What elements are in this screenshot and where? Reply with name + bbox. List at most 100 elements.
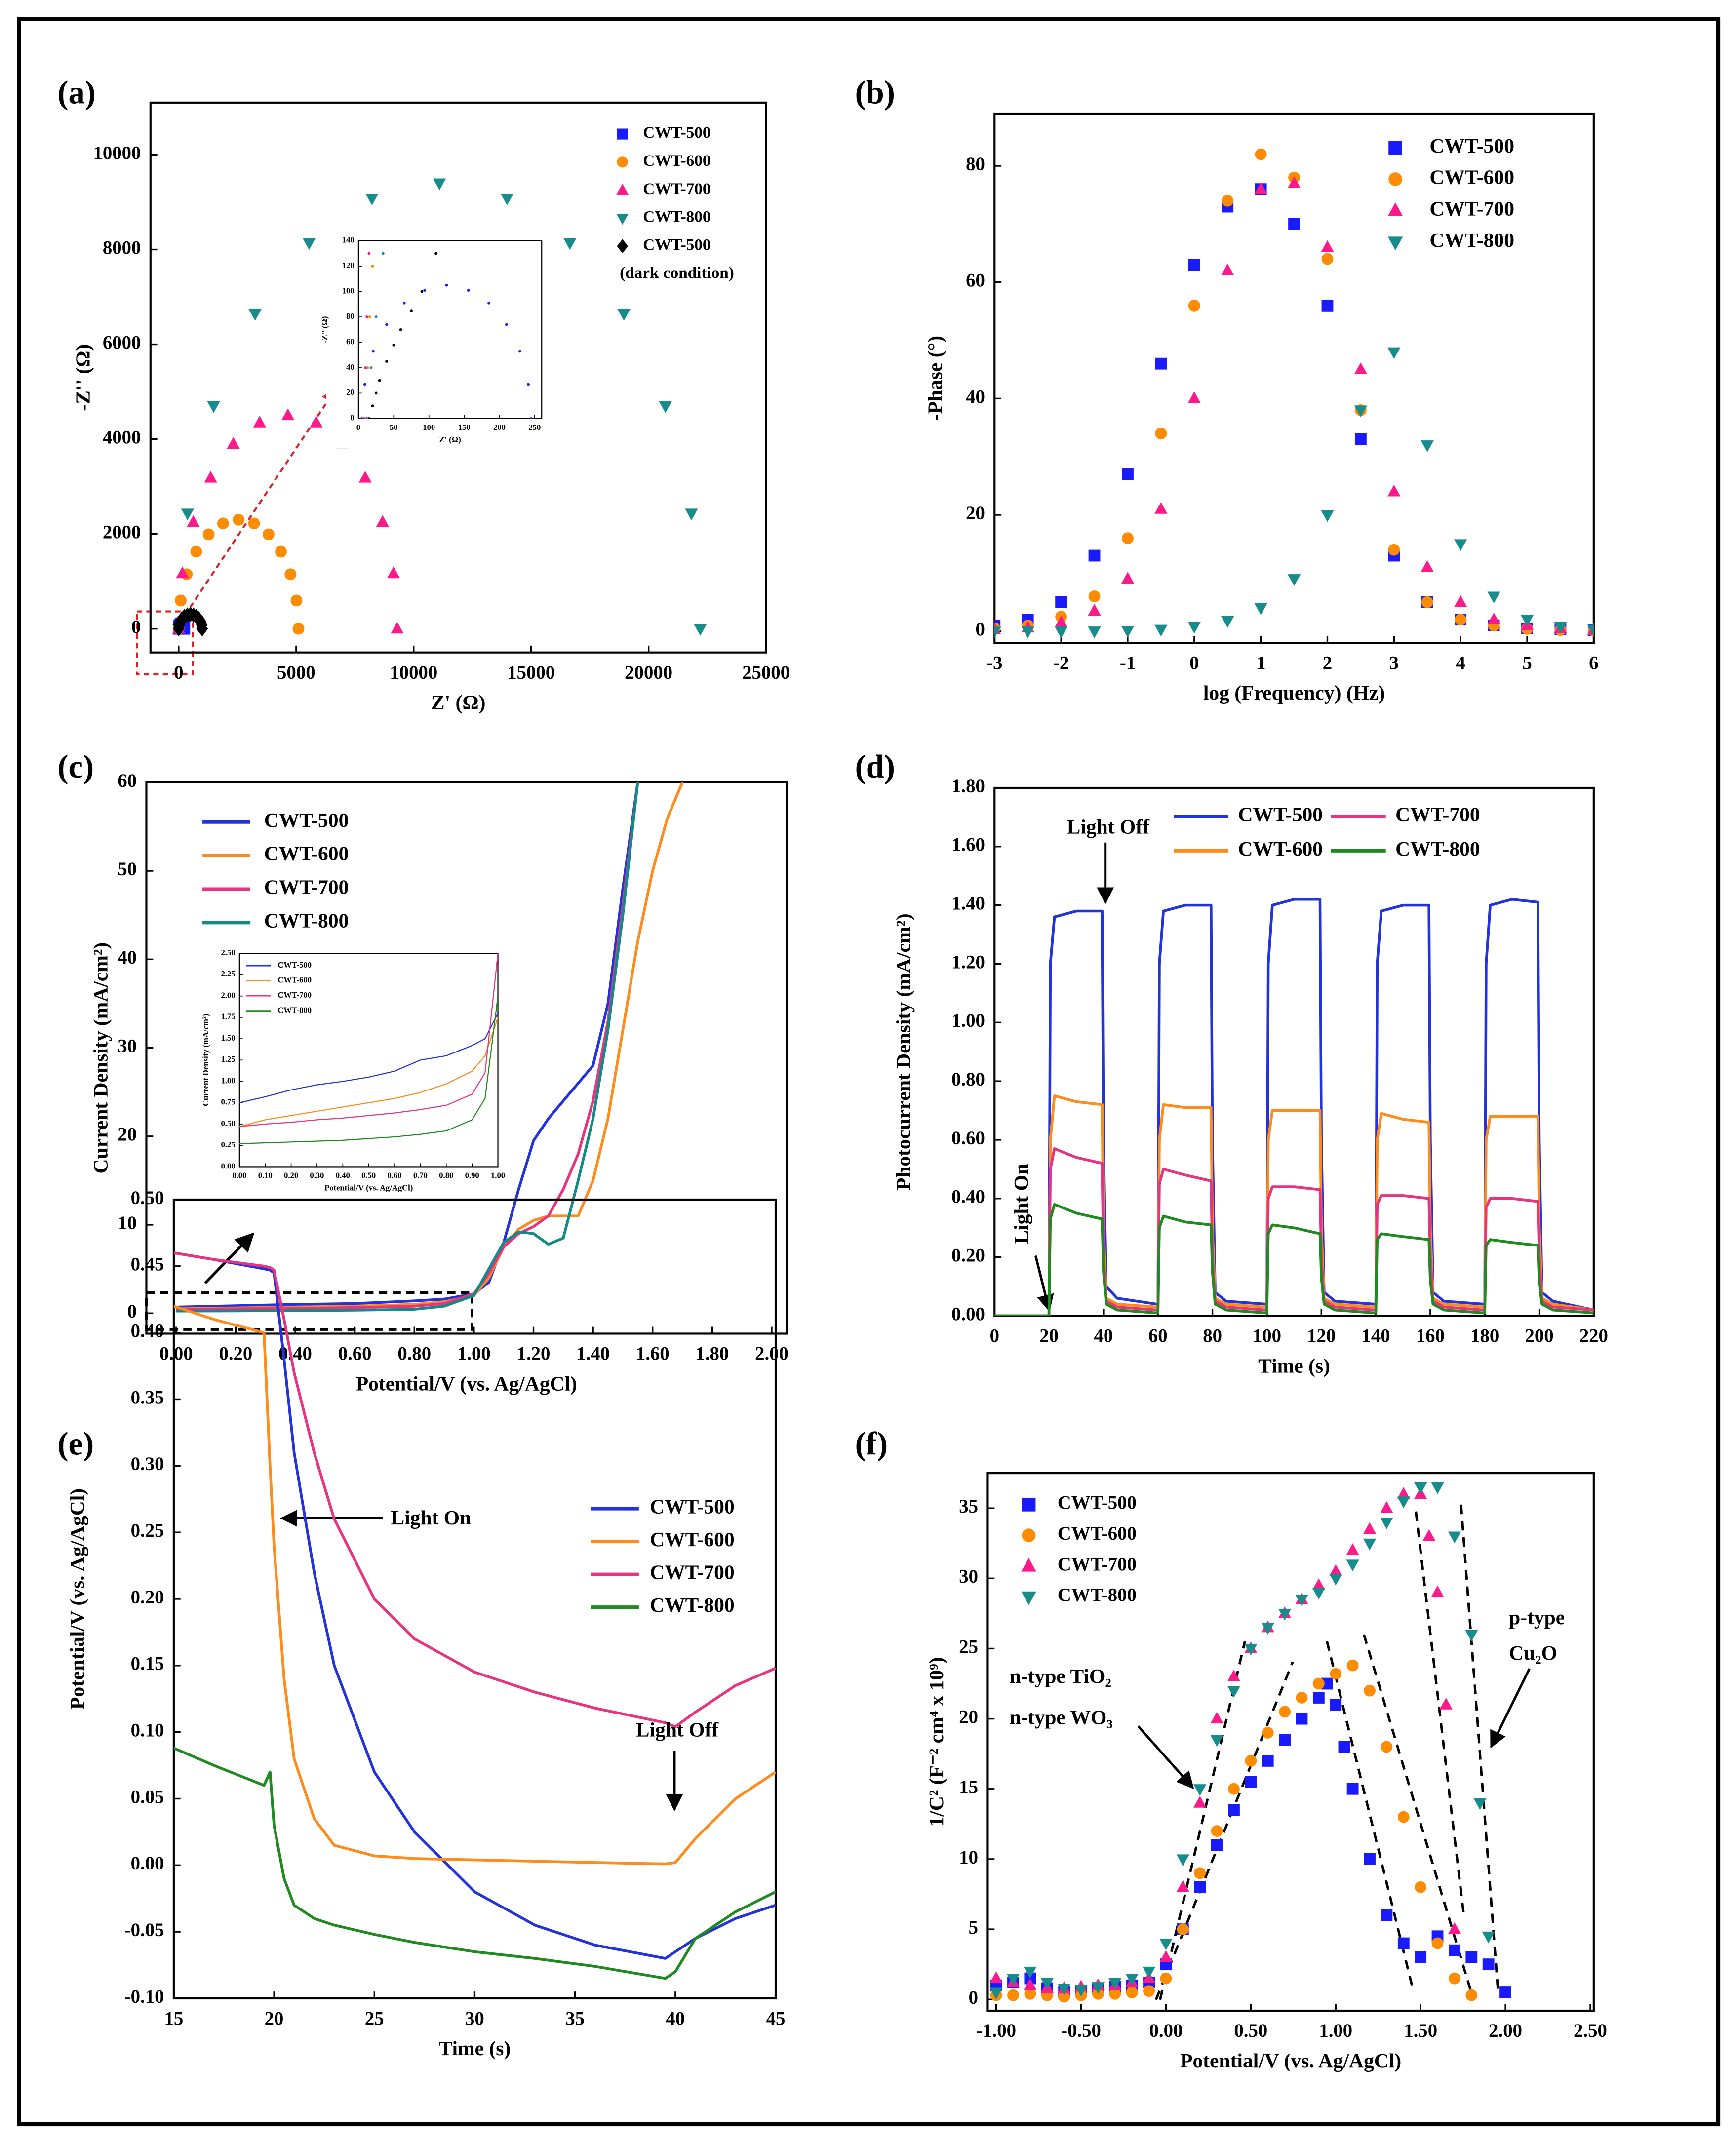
y-tick-label: -0.10 (124, 1986, 164, 2007)
data-point (1296, 1692, 1308, 1704)
y-tick-label: 0.05 (131, 1786, 164, 1807)
x-tick-label: 160 (1416, 1325, 1445, 1347)
data-point (233, 513, 245, 526)
data-point (1321, 510, 1334, 522)
legend-label: CWT-700 (650, 1561, 735, 1584)
data-point (1245, 1754, 1257, 1767)
data-line (173, 1305, 776, 1866)
x-tick-label: 0.40 (336, 1171, 350, 1180)
fit-line (1159, 1641, 1246, 2000)
data-point (1499, 1986, 1511, 1998)
y-tick-label: 5 (969, 1917, 978, 1938)
y-tick-label: 2000 (103, 522, 141, 543)
data-point (202, 528, 215, 541)
data-point (1482, 1958, 1495, 1971)
fit-line (1326, 1641, 1415, 1990)
x-tick-label: 5 (1522, 653, 1532, 674)
y-axis-label: -Phase (°) (923, 336, 947, 421)
data-point (1397, 1937, 1410, 1949)
plot-area (239, 953, 498, 1144)
data-point (563, 238, 577, 250)
x-tick-label: 2.50 (1574, 2020, 1607, 2041)
legend-label: CWT-800 (650, 1594, 735, 1616)
x-tick-label: 20 (1039, 1325, 1059, 1347)
data-point (1465, 1630, 1478, 1642)
legend-marker (616, 183, 629, 195)
data-point (399, 328, 402, 331)
data-point (1354, 362, 1368, 375)
data-point (1312, 1578, 1325, 1591)
data-point (1154, 624, 1168, 637)
y-tick-label: 10000 (93, 142, 141, 163)
data-point (1187, 391, 1201, 403)
data-line (994, 1203, 1594, 1316)
data-point (1244, 1643, 1258, 1656)
data-point (387, 566, 400, 579)
y-tick-label: 0.20 (131, 1587, 164, 1608)
data-point (1422, 1529, 1436, 1541)
x-tick-label: 0.90 (465, 1171, 479, 1180)
data-point (1346, 1783, 1359, 1795)
data-point (248, 309, 262, 321)
data-point (376, 515, 389, 527)
x-tick-label: 60 (1148, 1325, 1168, 1347)
data-point (1380, 1518, 1393, 1529)
x-tick-label: 0.80 (397, 1343, 431, 1364)
data-point (1040, 1978, 1054, 1990)
data-point (1210, 1735, 1223, 1747)
data-point (204, 470, 217, 483)
legend-marker (1021, 1558, 1036, 1572)
data-line (176, 781, 684, 1311)
x-tick-label: 100 (423, 423, 435, 432)
data-point (1364, 1684, 1376, 1697)
x-axis-label: Z' (Ω) (431, 691, 486, 714)
y-axis-label: 1/C² (F⁻² cm⁴ x 10⁹) (925, 1657, 948, 1827)
data-point (1221, 616, 1234, 628)
data-point (366, 366, 369, 369)
x-axis-label: Z' (Ω) (439, 435, 461, 444)
x-tick-label: 80 (1203, 1325, 1222, 1347)
y-tick-label: 1.00 (221, 1076, 235, 1085)
y-tick-label: 15 (959, 1777, 978, 1798)
data-line (176, 782, 639, 1313)
legend-label: CWT-800 (264, 909, 349, 932)
data-point (378, 379, 381, 382)
data-point (1176, 1854, 1189, 1867)
data-point (1255, 148, 1267, 160)
data-point (1188, 299, 1200, 312)
y-tick-label: 0 (127, 1301, 137, 1322)
legend-label: CWT-800 (277, 1005, 312, 1014)
y-axis-label: -Z'' (Ω) (71, 344, 94, 411)
plot-area (172, 178, 707, 637)
legend-label: CWT-500 (277, 960, 312, 970)
data-point (518, 350, 521, 353)
data-line (176, 782, 639, 1309)
plot-frame (357, 240, 543, 419)
x-tick-label: 200 (1525, 1325, 1553, 1347)
data-point (1449, 1972, 1460, 1985)
data-point (253, 415, 266, 428)
y-tick-label: 0.80 (951, 1069, 985, 1090)
x-tick-label: 0 (990, 1325, 999, 1347)
x-tick-label: 30 (465, 2008, 484, 2029)
legend-label: CWT-600 (650, 1528, 735, 1551)
x-tick-label: 1.60 (636, 1343, 670, 1364)
data-point (1058, 1983, 1071, 1995)
legend-label: CWT-500 (264, 809, 349, 831)
x-tick-label: 3 (1389, 653, 1399, 674)
data-point (1228, 1783, 1240, 1795)
plot-area (360, 252, 533, 419)
data-point (1346, 1559, 1359, 1572)
data-point (1288, 218, 1300, 230)
data-point (364, 366, 367, 369)
data-point (1363, 1538, 1377, 1551)
y-tick-label: 0.00 (131, 1853, 164, 1874)
y-tick-label: 0.00 (221, 1161, 235, 1170)
data-point (1142, 1966, 1156, 1979)
data-point (1449, 1944, 1460, 1956)
data-point (467, 289, 470, 292)
data-point (181, 508, 194, 521)
data-point (367, 252, 371, 255)
data-point (385, 360, 388, 363)
data-point (365, 194, 379, 206)
